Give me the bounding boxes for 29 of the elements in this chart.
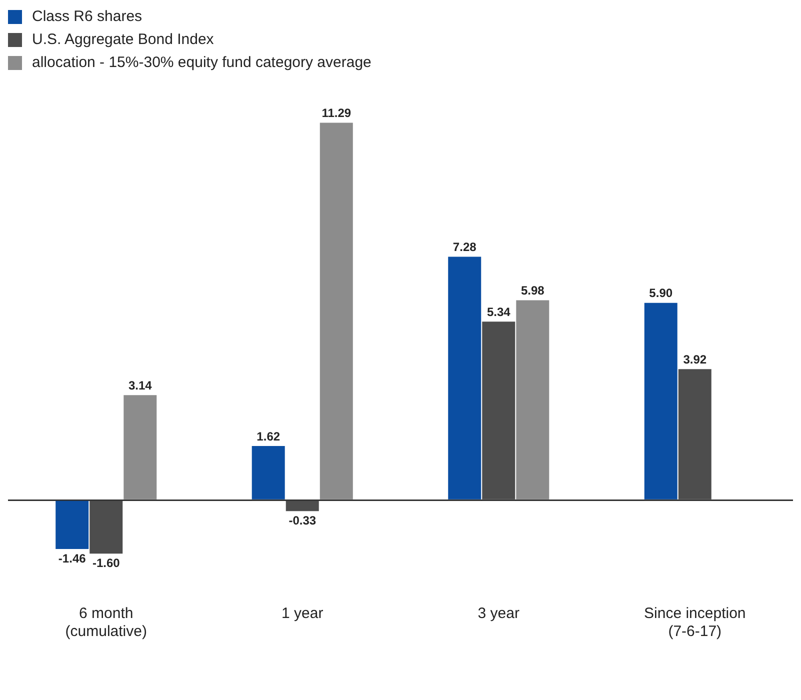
x-tick-label: 3 year — [478, 605, 520, 622]
x-tick-label: 6 month (cumulative) — [65, 605, 147, 640]
bar — [124, 395, 157, 500]
data-label: 5.98 — [520, 284, 545, 298]
data-label: 7.28 — [452, 240, 477, 254]
bar — [678, 369, 712, 500]
x-tick-label: 1 year — [282, 605, 324, 622]
bar — [516, 300, 550, 500]
bar — [320, 122, 353, 500]
data-label: 5.34 — [486, 304, 511, 319]
data-label: -1.46 — [58, 551, 86, 566]
bar — [56, 500, 89, 549]
legend-label: allocation - 15%-30% equity fund category average — [32, 54, 372, 71]
bar — [286, 500, 319, 512]
bar — [644, 302, 678, 500]
data-label: 5.90 — [649, 286, 673, 300]
bar — [252, 446, 285, 500]
legend-label: Class R6 shares — [32, 8, 142, 25]
data-label: 3.14 — [128, 378, 152, 392]
bar — [448, 256, 482, 500]
bar — [90, 500, 123, 554]
data-label: 11.29 — [322, 106, 352, 120]
data-label: 3.92 — [683, 352, 707, 366]
bar — [482, 322, 516, 500]
data-label: -0.33 — [288, 513, 316, 528]
legend-label: U.S. Aggregate Bond Index — [32, 31, 214, 48]
x-tick-label: Since inception (7-6-17) — [644, 605, 746, 640]
data-label: -1.60 — [92, 556, 120, 570]
data-label: 1.62 — [256, 429, 280, 444]
